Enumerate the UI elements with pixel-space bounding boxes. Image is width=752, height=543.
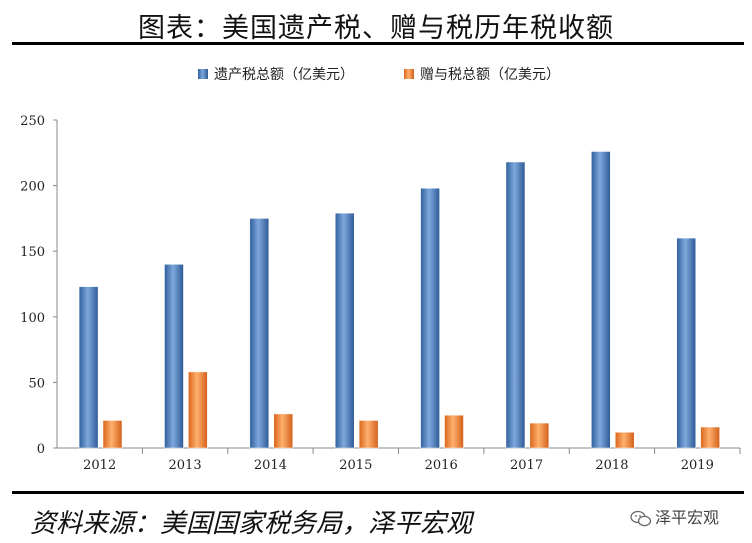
bar xyxy=(188,371,208,449)
bar-chart: 遗产税总额（亿美元） 赠与税总额（亿美元） 0 50 100 150 200 250 2012… xyxy=(20,67,741,473)
bars xyxy=(78,151,720,449)
x-tick-label: 2013 xyxy=(169,458,202,473)
y-tick-label: 200 xyxy=(20,180,45,195)
y-tick-label: 250 xyxy=(20,114,45,129)
legend-label: 遗产税总额（亿美元） xyxy=(214,67,354,83)
legend-swatch xyxy=(198,69,208,79)
bar xyxy=(334,212,355,449)
bar xyxy=(78,286,99,449)
wechat-icon xyxy=(630,510,652,526)
bottom-rule xyxy=(12,491,744,494)
bar xyxy=(273,413,293,449)
bar xyxy=(102,420,123,449)
bar xyxy=(444,414,464,449)
x-tick-label: 2016 xyxy=(425,458,458,473)
y-tick-label: 0 xyxy=(37,442,45,457)
x-tick-label: 2015 xyxy=(339,458,372,473)
x-tick-label: 2017 xyxy=(510,458,543,473)
axes: 0 50 100 150 200 250 2012 2013 2014 2015 2016 2017 2… xyxy=(20,114,741,473)
y-tick-label: 100 xyxy=(20,311,45,326)
bar xyxy=(591,151,611,449)
top-rule xyxy=(12,42,744,45)
legend-swatch xyxy=(404,69,414,79)
legend: 遗产税总额（亿美元） 赠与税总额（亿美元） xyxy=(198,67,560,83)
bar xyxy=(420,187,440,449)
y-tick-label: 50 xyxy=(28,376,45,391)
watermark-text: 泽平宏观 xyxy=(655,508,720,527)
y-tick-label: 150 xyxy=(20,245,45,260)
x-tick-label: 2012 xyxy=(83,458,116,473)
watermark: 泽平宏观 xyxy=(630,504,719,528)
x-tick-label: 2014 xyxy=(254,458,287,473)
bar xyxy=(700,426,720,449)
x-tick-label: 2018 xyxy=(595,458,628,473)
bar xyxy=(529,422,550,449)
x-tick-label: 2019 xyxy=(681,458,714,473)
bar xyxy=(505,161,526,449)
bar xyxy=(676,237,696,449)
legend-label: 赠与税总额（亿美元） xyxy=(420,67,560,83)
source-note: 资料来源：美国国家税务局，泽平宏观 xyxy=(30,509,473,539)
bar xyxy=(358,420,379,449)
bar xyxy=(249,218,270,449)
bar xyxy=(164,264,184,449)
chart-title: 图表：美国遗产税、赠与税历年税收额 xyxy=(138,13,614,44)
bar xyxy=(614,432,635,449)
